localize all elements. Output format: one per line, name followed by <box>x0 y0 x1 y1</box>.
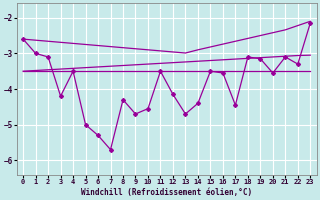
X-axis label: Windchill (Refroidissement éolien,°C): Windchill (Refroidissement éolien,°C) <box>81 188 252 197</box>
